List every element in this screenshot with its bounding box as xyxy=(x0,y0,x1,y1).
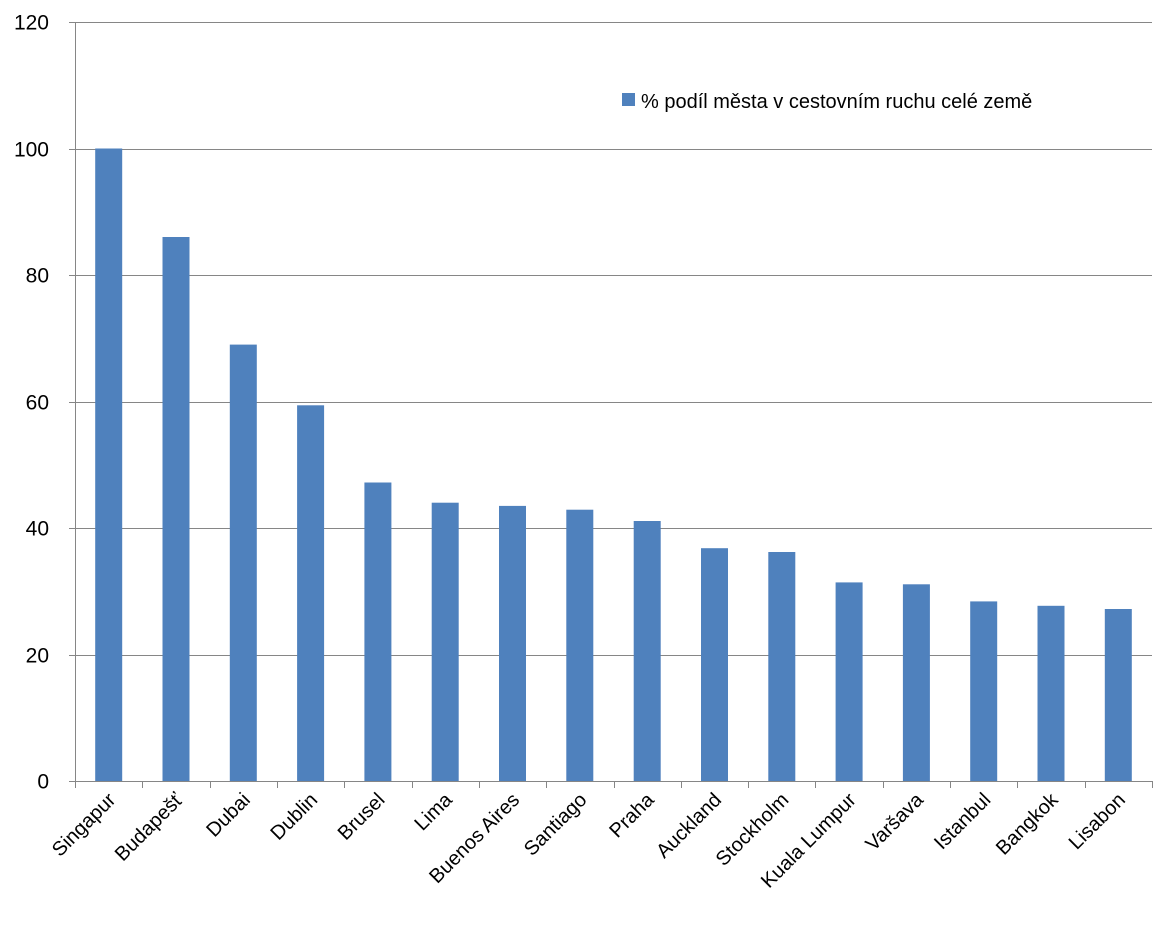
bar xyxy=(633,521,661,781)
bar xyxy=(768,552,796,781)
bar xyxy=(229,344,257,781)
bar-series xyxy=(95,148,1132,781)
x-tick-label: Praha xyxy=(605,788,659,842)
bar xyxy=(970,601,998,781)
legend-swatch xyxy=(622,93,635,106)
bar xyxy=(1037,605,1065,781)
x-tick-label: Singapur xyxy=(48,789,120,861)
bar xyxy=(162,237,190,781)
y-tick-label: 60 xyxy=(26,392,49,415)
legend: % podíl města v cestovním ruchu celé zem… xyxy=(622,91,1032,113)
x-tick-label: Santiago xyxy=(520,789,591,860)
bar xyxy=(835,582,863,781)
y-tick-label: 0 xyxy=(37,771,49,794)
bar xyxy=(902,584,930,781)
y-tick-label: 20 xyxy=(26,645,49,668)
x-tick-label: Brusel xyxy=(334,789,390,845)
y-tick-labels: 0 20 40 60 80 100 120 xyxy=(14,12,49,794)
bar xyxy=(701,548,728,781)
x-tick-label: Varšava xyxy=(862,788,929,855)
x-tick-label: Lisabon xyxy=(1065,789,1130,854)
x-tick-label: Bangkok xyxy=(992,788,1063,859)
bar xyxy=(566,509,594,781)
bar xyxy=(297,405,325,781)
legend-label: % podíl města v cestovním ruchu celé zem… xyxy=(641,91,1032,113)
x-tick-label: Budapešť xyxy=(111,789,188,866)
bar xyxy=(499,505,526,781)
bar xyxy=(95,148,123,781)
bar xyxy=(1104,609,1132,781)
x-tick-label: Istanbul xyxy=(930,789,995,854)
y-tick-label: 40 xyxy=(26,518,49,541)
bar xyxy=(431,502,459,781)
axes xyxy=(69,22,1153,788)
y-tick-label: 80 xyxy=(26,265,49,288)
x-tick-label: Dubai xyxy=(202,789,255,842)
y-tick-label: 120 xyxy=(14,12,49,35)
y-tick-label: 100 xyxy=(14,139,49,162)
bar xyxy=(364,482,392,781)
x-tick-label: Dublin xyxy=(266,789,322,845)
x-tick-label: Lima xyxy=(411,788,458,835)
